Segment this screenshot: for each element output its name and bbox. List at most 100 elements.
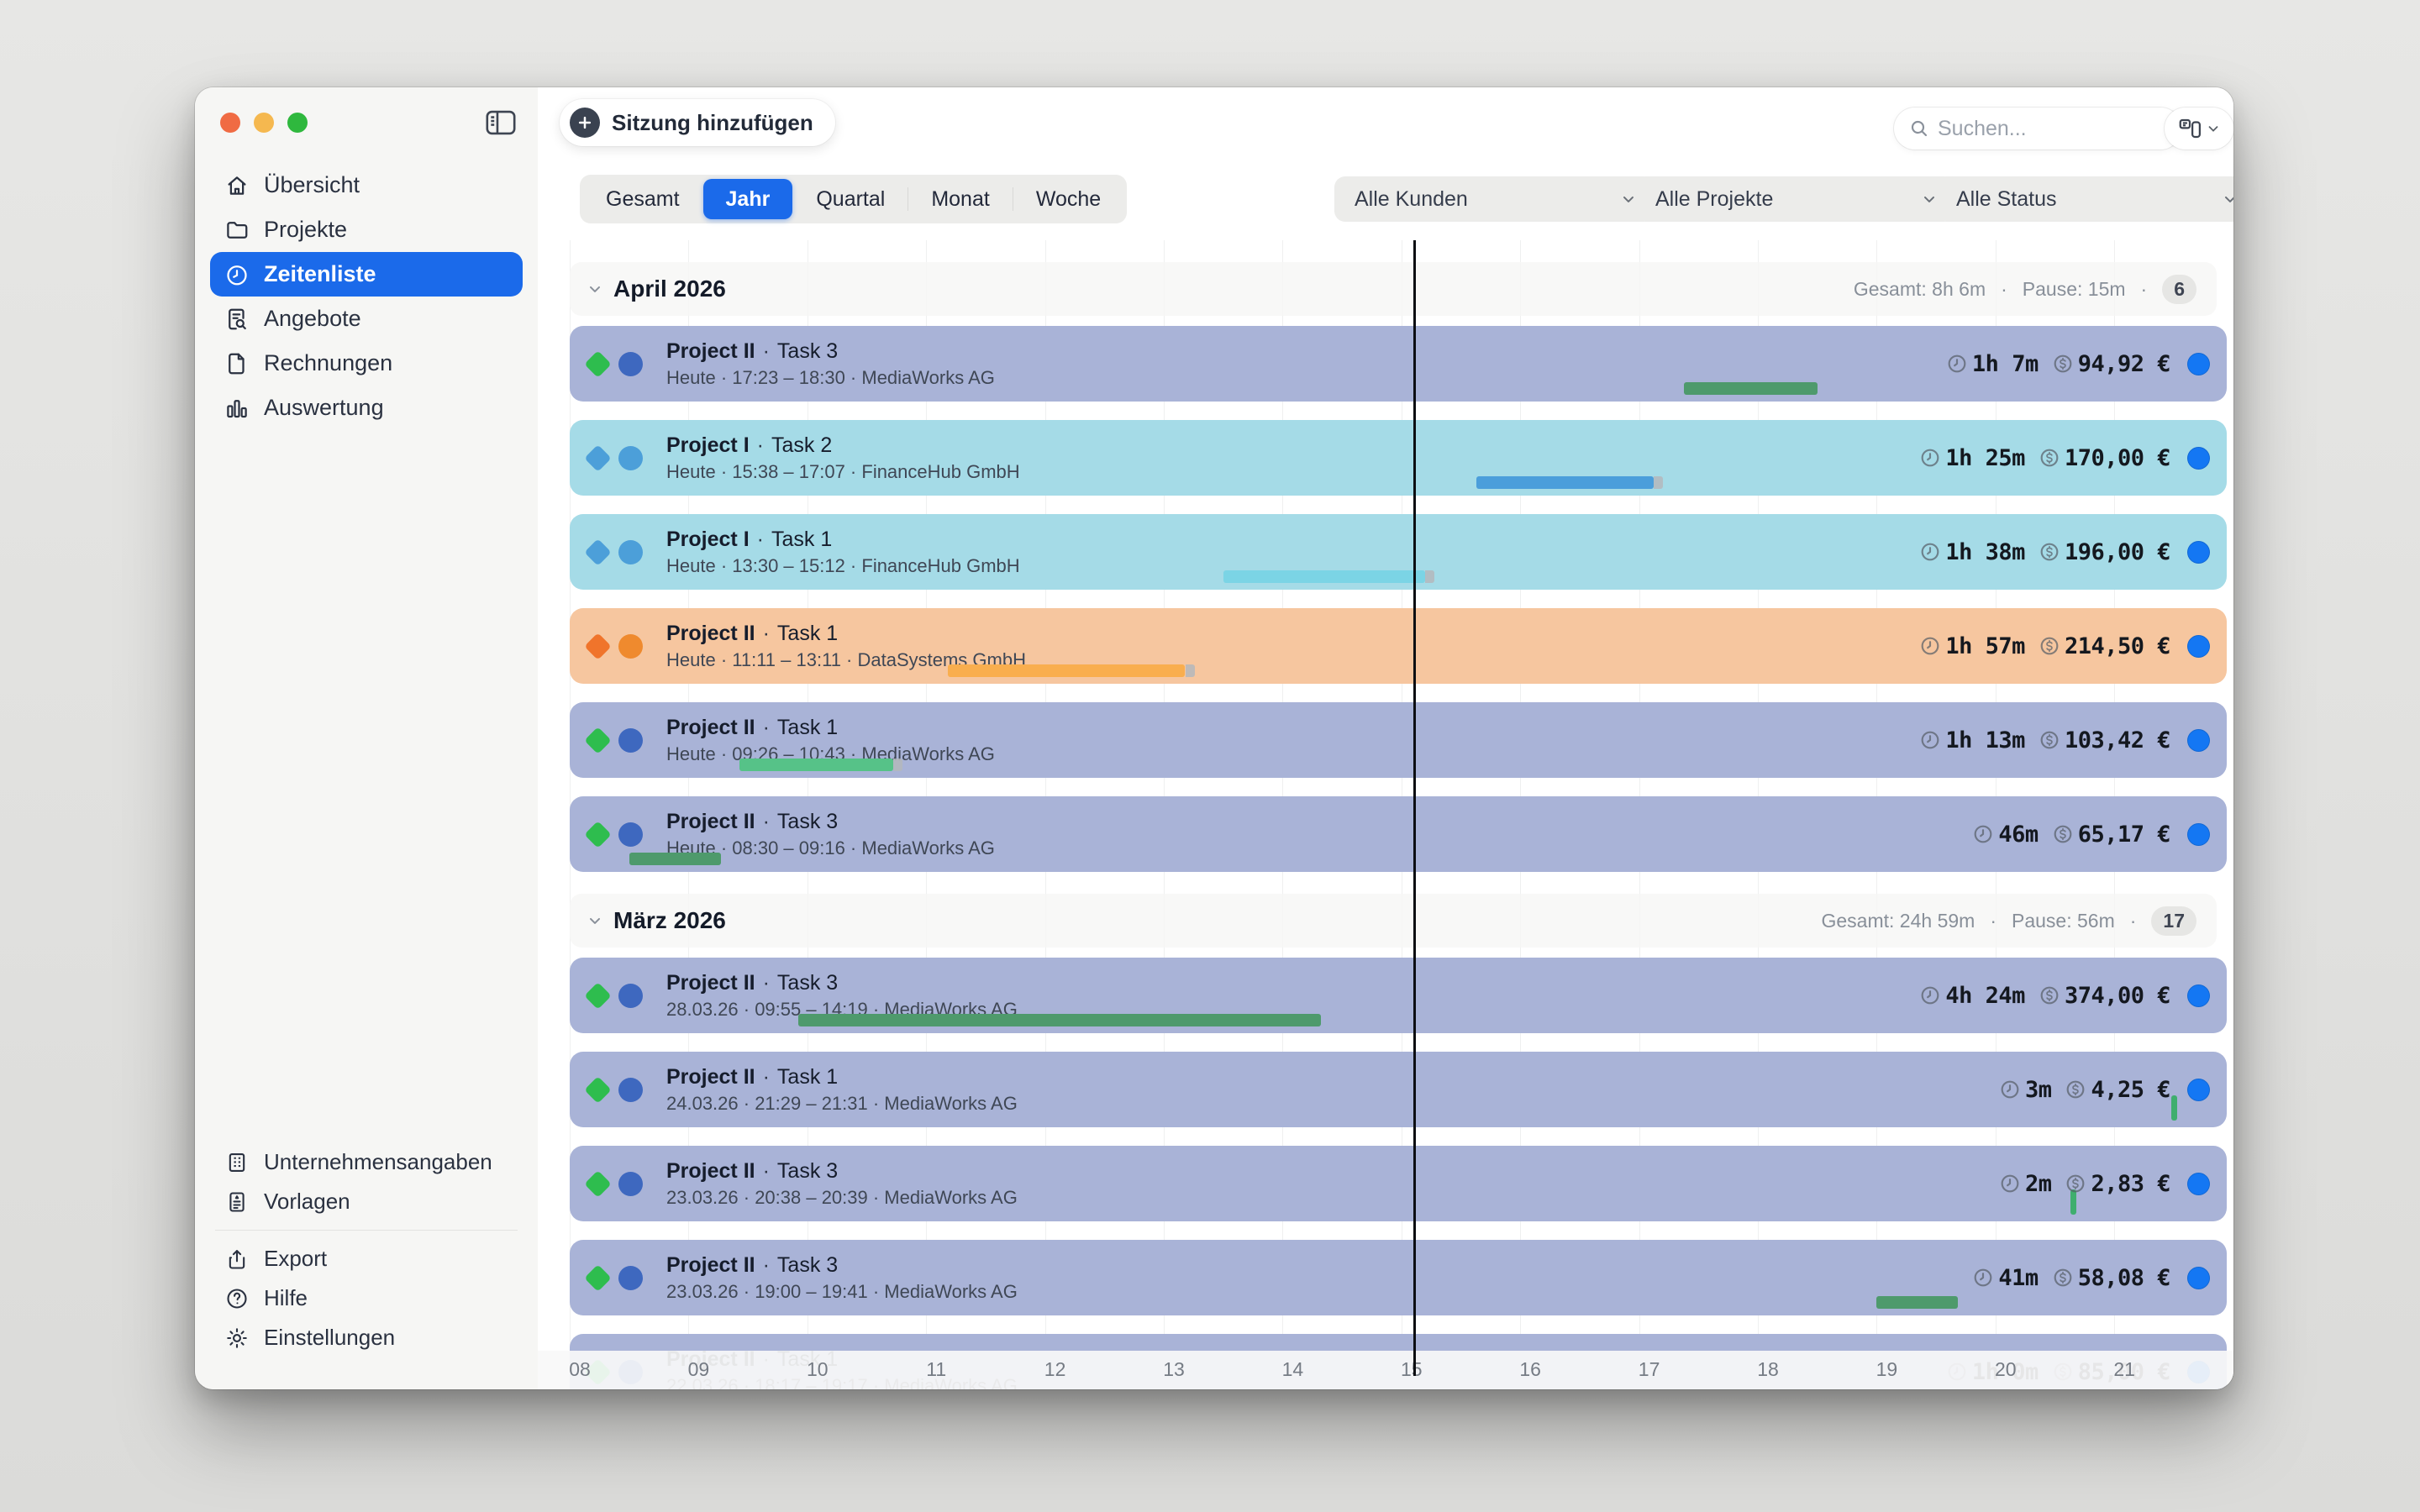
- group-total: Gesamt: 24h 59m: [1821, 909, 1975, 932]
- clock-icon: [1999, 1079, 2021, 1100]
- dot-separator: ·: [762, 715, 770, 739]
- session-row[interactable]: Project I · Task 1 Heute · 13:30 – 15:12 ·…: [570, 514, 2227, 590]
- sidebar-item-projekte[interactable]: Projekte: [210, 207, 523, 252]
- filter-dropdown-projekte[interactable]: Alle Projekte: [1635, 176, 1954, 222]
- clock-icon: [1946, 353, 1968, 375]
- session-gantt-bar: [629, 853, 721, 865]
- status-dot[interactable]: [2187, 1078, 2210, 1101]
- status-dot[interactable]: [2187, 984, 2210, 1007]
- task-name: Task 1: [776, 715, 839, 739]
- session-row[interactable]: Project II · Task 1 Heute · 11:11 – 13:11 …: [570, 608, 2227, 684]
- tab-gesamt[interactable]: Gesamt: [606, 186, 680, 211]
- minimize-window-button[interactable]: [254, 113, 274, 133]
- session-price: 4,25 €: [2091, 1076, 2170, 1103]
- status-dot[interactable]: [2187, 728, 2210, 752]
- group-header[interactable]: März 2026 Gesamt: 24h 59m · Pause: 56m ·…: [570, 894, 2217, 948]
- project-name: Project II: [666, 715, 755, 739]
- axis-hour-label: 13: [1163, 1358, 1185, 1380]
- session-count-badge: 6: [2162, 274, 2196, 304]
- task-name: Task 1: [776, 1064, 839, 1089]
- dot-separator: ·: [762, 1252, 770, 1277]
- search-input[interactable]: Suchen...: [1894, 108, 2181, 150]
- filter-dropdown-kunden[interactable]: Alle Kunden: [1334, 176, 1654, 222]
- sidebar-item-unternehmensangaben[interactable]: Unternehmensangaben: [210, 1142, 523, 1182]
- client-circle-icon: [618, 727, 643, 753]
- session-title: Project II · Task 3: [666, 1252, 1018, 1278]
- session-row[interactable]: Project II · Task 3 28.03.26 · 09:55 – 14:…: [570, 958, 2227, 1033]
- sidebar-item-angebote[interactable]: Angebote: [210, 297, 523, 341]
- help-icon: [224, 1287, 250, 1310]
- status-dot[interactable]: [2187, 540, 2210, 564]
- client-circle-icon: [618, 822, 643, 847]
- project-diamond-icon: [584, 820, 612, 848]
- sidebar-item-zeitenliste[interactable]: Zeitenliste: [210, 252, 523, 297]
- project-name: Project II: [666, 970, 755, 995]
- status-dot[interactable]: [2187, 822, 2210, 846]
- status-dot[interactable]: [2187, 1172, 2210, 1195]
- group-pause: Pause: 15m: [2022, 277, 2126, 300]
- dot-separator: ·: [2140, 277, 2148, 300]
- tab-jahr[interactable]: Jahr: [702, 179, 793, 219]
- session-title: Project I · Task 1: [666, 527, 1020, 552]
- project-diamond-icon: [584, 632, 612, 660]
- money-icon: [2052, 1267, 2074, 1289]
- tab-woche[interactable]: Woche: [1035, 186, 1102, 211]
- session-row[interactable]: Project II · Task 1 24.03.26 · 21:29 – 21:…: [570, 1052, 2227, 1127]
- client-circle-icon: [618, 1171, 643, 1196]
- dot-separator: ·: [762, 1064, 770, 1089]
- axis-hour-label: 16: [1519, 1358, 1541, 1380]
- sidebar-item-rechnungen[interactable]: Rechnungen: [210, 341, 523, 386]
- client-circle-icon: [618, 539, 643, 564]
- session-gantt-bar: [1223, 570, 1426, 583]
- money-icon: [2065, 1173, 2086, 1194]
- pause-tail-bar: [1185, 664, 1195, 677]
- sidebar-item-label: Einstellungen: [264, 1325, 396, 1350]
- session-title: Project I · Task 2: [666, 433, 1020, 458]
- add-session-button[interactable]: Sitzung hinzufügen: [560, 99, 835, 146]
- dot-separator: ·: [762, 621, 770, 645]
- tab-quartal[interactable]: Quartal: [816, 186, 886, 211]
- session-row[interactable]: Project I · Task 2 Heute · 15:38 – 17:07 ·…: [570, 420, 2227, 496]
- sidebar-item-export[interactable]: Export: [210, 1239, 523, 1278]
- status-dot[interactable]: [2187, 1266, 2210, 1289]
- pause-tail-bar: [1425, 570, 1435, 583]
- session-duration: 1h 38m: [1945, 538, 2025, 565]
- session-price: 94,92 €: [2077, 350, 2171, 377]
- close-window-button[interactable]: [220, 113, 240, 133]
- project-name: Project I: [666, 433, 750, 457]
- session-row[interactable]: Project II · Task 3 23.03.26 · 20:38 – 20:…: [570, 1146, 2227, 1221]
- session-row[interactable]: Project II · Task 3 Heute · 08:30 – 09:16 …: [570, 796, 2227, 872]
- axis-hour-label: 14: [1281, 1358, 1304, 1380]
- sidebar-item-einstellungen[interactable]: Einstellungen: [210, 1318, 523, 1357]
- view-switcher-button[interactable]: [2165, 108, 2233, 150]
- dot-separator: ·: [1990, 909, 1996, 932]
- zoom-window-button[interactable]: [287, 113, 308, 133]
- sidebar-item-auswertung[interactable]: Auswertung: [210, 386, 523, 430]
- filter-dropdown-status[interactable]: Alle Status: [1936, 176, 2233, 222]
- group-summary: Gesamt: 24h 59m · Pause: 56m · 17: [1821, 906, 2196, 936]
- axis-hour-label: 19: [1876, 1358, 1898, 1380]
- tab-monat[interactable]: Monat: [931, 186, 990, 211]
- sidebar-item-label: Hilfe: [264, 1285, 308, 1310]
- pause-tail-bar: [1653, 476, 1663, 489]
- home-icon: [224, 173, 250, 198]
- status-dot[interactable]: [2187, 446, 2210, 470]
- dot-separator: ·: [762, 970, 770, 995]
- group-header[interactable]: April 2026 Gesamt: 8h 6m · Pause: 15m · …: [570, 262, 2217, 316]
- sidebar-toggle-button[interactable]: [482, 108, 519, 139]
- timer-icon: [224, 262, 250, 287]
- client-circle-icon: [618, 633, 643, 659]
- session-row[interactable]: Project II · Task 3 23.03.26 · 19:00 – 19:…: [570, 1240, 2227, 1315]
- sidebar-item-label: Übersicht: [264, 172, 360, 197]
- session-row[interactable]: Project II · Task 3 Heute · 17:23 – 18:30 …: [570, 326, 2227, 402]
- sidebar-item-uebersicht[interactable]: Übersicht: [210, 163, 523, 207]
- money-icon: [2065, 1079, 2086, 1100]
- search-placeholder: Suchen...: [1938, 116, 2027, 140]
- session-duration: 1h 57m: [1945, 633, 2025, 659]
- sidebar-item-hilfe[interactable]: Hilfe: [210, 1278, 523, 1318]
- session-gantt-bar: [1476, 476, 1654, 489]
- sidebar-item-vorlagen[interactable]: Vorlagen: [210, 1182, 523, 1221]
- session-row[interactable]: Project II · Task 1 Heute · 09:26 – 10:43 …: [570, 702, 2227, 778]
- status-dot[interactable]: [2187, 634, 2210, 658]
- status-dot[interactable]: [2187, 352, 2210, 375]
